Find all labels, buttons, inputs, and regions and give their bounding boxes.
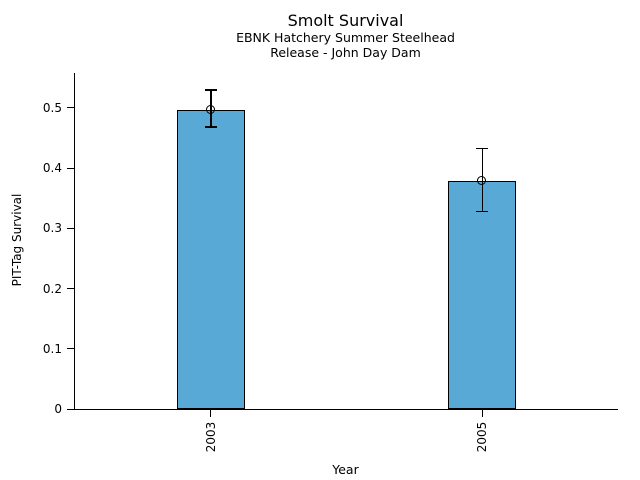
y-axis-tick <box>67 288 74 290</box>
bar-2003 <box>176 109 245 409</box>
error-bar-cap-upper <box>476 147 489 150</box>
bar-2005 <box>448 180 517 409</box>
y-tick-label: 0 <box>54 402 62 416</box>
y-axis-tick <box>67 408 74 410</box>
error-bar-cap-lower <box>476 210 489 213</box>
chart-subtitle-line2: Release - John Day Dam <box>270 45 421 60</box>
chart-subtitle-line1: EBNK Hatchery Summer Steelhead <box>236 30 455 45</box>
plot-area: 0 0.1 0.2 0.3 0.4 0.5 2003 2005 <box>43 73 618 452</box>
x-tick-label: 2005 <box>475 421 490 453</box>
y-axis-label: PIT-Tag Survival <box>10 193 24 287</box>
y-axis-tick <box>67 348 74 350</box>
y-axis-tick <box>67 167 74 169</box>
error-bar-cap-upper <box>204 89 217 91</box>
y-tick-label: 0.1 <box>42 341 62 356</box>
y-tick-label: 0.4 <box>42 161 62 176</box>
data-point-marker <box>477 175 487 185</box>
y-tick-label: 0.3 <box>42 221 62 236</box>
error-bar-cap-lower <box>204 126 217 128</box>
chart-title: Smolt Survival <box>287 11 404 30</box>
x-axis-tick <box>481 410 483 417</box>
data-point-marker <box>205 104 215 114</box>
y-axis-tick <box>67 107 74 109</box>
x-axis-tick <box>210 410 212 417</box>
y-tick-label: 0.5 <box>42 100 62 115</box>
x-axis-label: Year <box>332 462 359 477</box>
y-axis-tick <box>67 227 74 229</box>
x-tick-label: 2003 <box>203 421 218 453</box>
y-tick-label: 0.2 <box>42 281 62 296</box>
